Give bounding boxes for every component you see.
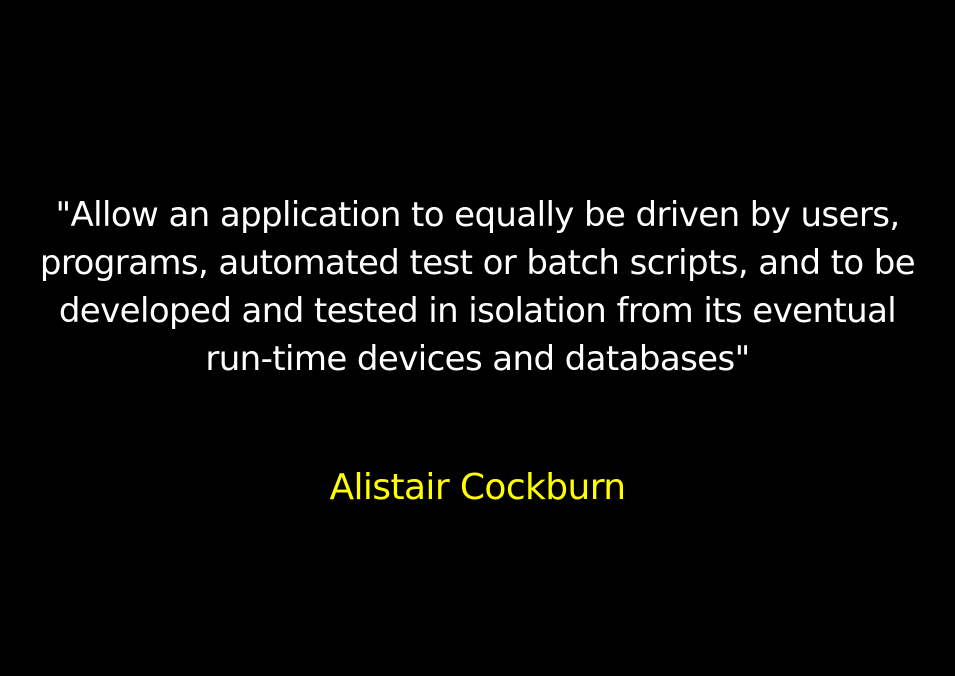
quote-author: Alistair Cockburn: [329, 467, 626, 508]
quote-line: "Allow an application to equally be driv…: [55, 195, 900, 235]
quote-line: developed and tested in isolation from i…: [58, 291, 897, 331]
quote-line: run-time devices and databases": [205, 339, 750, 379]
quote-block: "Allow an application to equally be driv…: [0, 191, 955, 383]
quote-line: programs, automated test or batch script…: [39, 243, 916, 283]
